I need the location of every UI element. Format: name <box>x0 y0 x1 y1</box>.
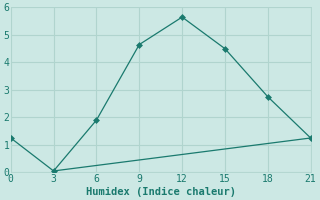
X-axis label: Humidex (Indice chaleur): Humidex (Indice chaleur) <box>86 186 236 197</box>
